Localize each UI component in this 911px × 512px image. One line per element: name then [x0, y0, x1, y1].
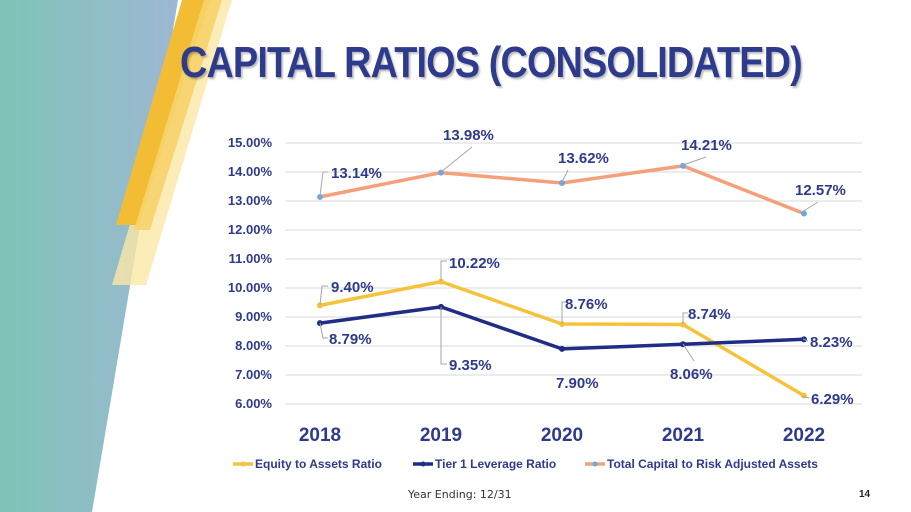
chart-legend: Equity to Assets Ratio Tier 1 Leverage Ra… — [233, 457, 818, 471]
leader-line — [801, 201, 819, 213]
y-tick-label: 6.00% — [235, 396, 272, 411]
data-label: 13.98% — [443, 127, 494, 144]
y-tick-label: 7.00% — [235, 367, 272, 382]
leader-line — [561, 301, 567, 324]
data-label: 14.21% — [681, 137, 732, 154]
leader-line — [682, 312, 688, 324]
y-tick-label: 14.00% — [228, 164, 273, 179]
y-tick-label: 10.00% — [228, 280, 273, 295]
leader-line — [802, 338, 809, 342]
leader-line — [682, 343, 695, 362]
leader-line — [682, 156, 707, 166]
y-tick-label: 8.00% — [235, 338, 272, 353]
data-label: 8.76% — [565, 296, 608, 313]
page-number: 14 — [859, 489, 871, 500]
data-label: 8.79% — [329, 331, 372, 348]
data-point — [438, 278, 444, 285]
data-label: 9.35% — [449, 357, 492, 374]
series-line-3 — [319, 164, 805, 216]
y-axis: 6.00% 7.00% 8.00% 9.00% 10.00% 11.00% 12.00% 13… — [228, 135, 273, 411]
x-tick-label: 2019 — [420, 425, 462, 446]
y-tick-label: 15.00% — [228, 135, 273, 150]
data-point — [317, 193, 323, 200]
gold-stripe-mid — [134, 0, 222, 230]
data-label: 8.74% — [688, 306, 731, 323]
data-point — [801, 210, 807, 217]
data-point — [438, 303, 444, 310]
y-tick-label: 11.00% — [229, 251, 273, 266]
x-tick-label: 2022 — [783, 425, 825, 446]
leader-line — [440, 260, 447, 281]
data-label: 13.62% — [558, 150, 609, 167]
leader-line — [319, 171, 328, 197]
slide-title: CAPITAL RATIOS (CONSOLIDATED) — [180, 38, 803, 87]
data-point — [559, 180, 565, 187]
leader-line — [440, 146, 473, 173]
legend-marker — [420, 461, 426, 467]
x-tick-label: 2020 — [541, 425, 583, 446]
leader-line — [440, 307, 447, 365]
leader-line — [319, 285, 328, 306]
data-label: 8.06% — [670, 366, 713, 383]
x-axis: 2018 2019 2020 2021 2022 — [299, 425, 825, 446]
data-labels: 9.40% 10.22% 8.76% 8.74% 6.29% 8.79% 9.35% 7.90… — [319, 127, 854, 408]
data-label: 6.29% — [811, 391, 854, 408]
legend-label: Total Capital to Risk Adjusted Assets — [607, 457, 818, 471]
data-point — [559, 345, 565, 352]
leader-line — [319, 322, 328, 339]
data-label: 10.22% — [449, 255, 500, 272]
leader-line — [801, 395, 810, 399]
data-label: 7.90% — [556, 375, 599, 392]
year-ending-note: Year Ending: 12/31 — [408, 488, 512, 501]
data-point — [680, 321, 686, 328]
data-label: 9.40% — [331, 279, 374, 296]
teal-side-panel — [0, 0, 178, 512]
y-tick-label: 12.00% — [228, 222, 273, 237]
data-point — [317, 302, 323, 309]
data-label: 8.23% — [810, 334, 853, 351]
legend-label: Tier 1 Leverage Ratio — [435, 457, 556, 471]
x-tick-label: 2021 — [662, 425, 705, 446]
y-tick-label: 9.00% — [235, 309, 272, 324]
leader-line — [561, 169, 569, 183]
legend-marker — [240, 461, 246, 467]
legend-label: Equity to Assets Ratio — [255, 457, 382, 471]
gold-stripe-dark — [116, 0, 210, 225]
data-label: 12.57% — [795, 182, 846, 199]
series-lines — [317, 162, 807, 399]
gridlines — [285, 142, 862, 405]
x-tick-label: 2018 — [299, 425, 341, 446]
data-label: 13.14% — [331, 165, 382, 182]
legend-marker — [592, 461, 598, 467]
y-tick-label: 13.00% — [228, 193, 273, 208]
